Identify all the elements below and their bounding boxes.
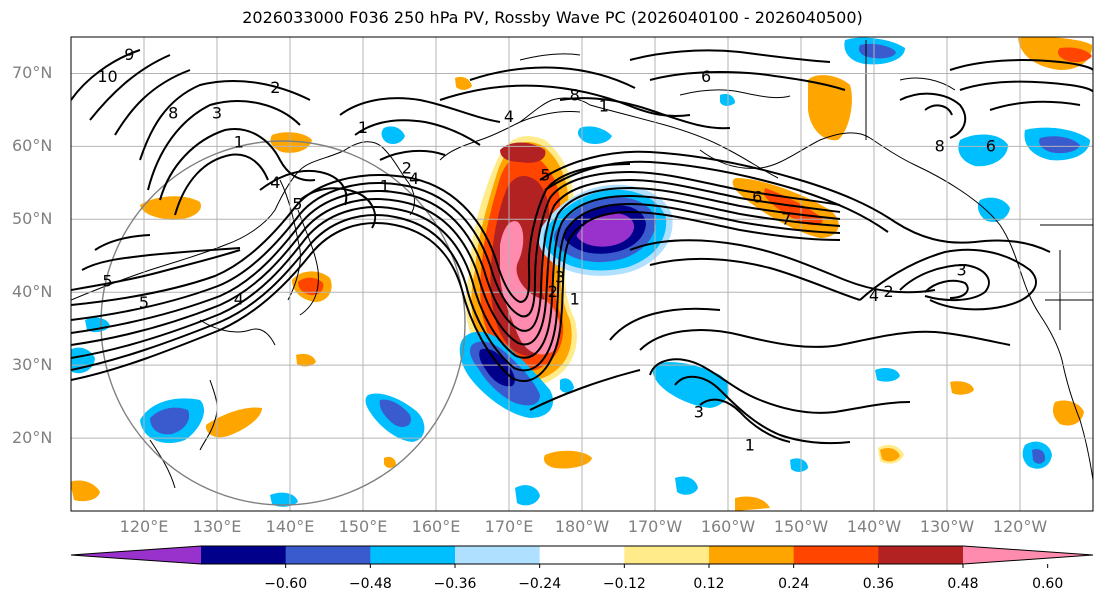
colorbar-segment [201, 546, 287, 564]
contour-label: 1 [234, 133, 244, 152]
colorbar-tick-label: 0.24 [778, 576, 810, 592]
colorbar-segment [539, 546, 625, 564]
chart-title: 2026033000 F036 250 hPa PV, Rossby Wave … [242, 8, 863, 27]
colorbar-segment [709, 546, 795, 564]
colorbar-tick-label: 0.60 [1032, 576, 1064, 592]
colorbar-extend-low [71, 546, 201, 564]
longitude-label: 160°W [700, 517, 756, 536]
longitude-label: 150°E [338, 517, 388, 536]
contour-label: 1 [358, 118, 368, 137]
longitude-label: 140°E [265, 517, 315, 536]
colorbar-tick-label: −0.24 [518, 576, 562, 592]
colorbar-tick-label: −0.48 [348, 576, 392, 592]
longitude-label: 150°W [773, 517, 829, 536]
colorbar [70, 545, 1094, 568]
contour-label: 3 [212, 104, 222, 123]
longitude-label: 140°W [846, 517, 902, 536]
contour-label: 1 [570, 290, 580, 309]
latitude-label: 30°N [12, 355, 53, 375]
latitude-label: 50°N [12, 209, 53, 229]
longitude-label: 180°W [554, 517, 610, 536]
colorbar-tick-label: −0.60 [264, 576, 308, 592]
colorbar-extend-high [963, 546, 1093, 564]
contour-label: 5 [139, 293, 149, 312]
contour-label: 8 [935, 136, 945, 155]
colorbar-tick-label: 0.48 [947, 576, 979, 592]
longitude-label: 130°W [919, 517, 975, 536]
colorbar-tick-label: −0.36 [433, 576, 477, 592]
colorbar-segment [624, 546, 710, 564]
colorbar-tick-label: 0.12 [693, 576, 725, 592]
contour-label: 7 [781, 209, 791, 228]
plot-frame [70, 36, 1094, 512]
longitude-label: 160°E [411, 517, 461, 536]
contour-label: 5 [102, 271, 112, 290]
contour-label: 5 [540, 166, 550, 185]
latitude-label: 40°N [12, 282, 53, 302]
colorbar-segment [370, 546, 456, 564]
contour-label: 1 [599, 96, 609, 115]
colorbar-tick-label: −0.12 [602, 576, 646, 592]
contour-label: 6 [752, 187, 762, 206]
contour-label: 8 [168, 104, 178, 123]
latitude-label: 70°N [12, 63, 53, 83]
contour-label: 3 [694, 403, 704, 422]
contour-label: 3 [555, 268, 565, 287]
colorbar-segment [285, 546, 371, 564]
colorbar-segment [455, 546, 541, 564]
colorbar-segment [878, 546, 964, 564]
contour-label: 4 [234, 290, 244, 309]
contour-label: 4 [869, 286, 879, 305]
contour-label: 3 [957, 260, 967, 279]
contour-label: 4 [409, 169, 419, 188]
contour-label: 2 [402, 158, 412, 177]
contour-label: 4 [504, 107, 514, 126]
longitude-label: 120°W [992, 517, 1048, 536]
contour-label: 1 [380, 176, 390, 195]
negative-anomaly-purple [576, 213, 635, 247]
colorbar-tick-label: 0.36 [862, 576, 894, 592]
contour-label: 5 [292, 195, 302, 214]
contour-label: 10 [97, 67, 117, 86]
longitude-label: 170°E [484, 517, 534, 536]
latitude-label: 20°N [12, 428, 53, 448]
contour-label: 2 [884, 282, 894, 301]
contour-label: 2 [548, 282, 558, 301]
longitude-label: 170°W [627, 517, 683, 536]
positive-anomaly-pink [499, 221, 561, 355]
contour-label: 1 [745, 435, 755, 454]
longitude-label: 120°E [119, 517, 169, 536]
contour-label: 9 [124, 45, 134, 64]
latitude-label: 60°N [12, 136, 53, 156]
colorbar-outline [70, 545, 1094, 565]
region-circle [100, 140, 466, 506]
contour-label: 8 [570, 85, 580, 104]
contour-label: 2 [270, 78, 280, 97]
longitude-label: 130°E [192, 517, 242, 536]
contour-label: 4 [270, 173, 280, 192]
colorbar-segment [793, 546, 879, 564]
contour-label: 6 [701, 67, 711, 86]
pv-contours [71, 49, 1093, 445]
contour-label: 6 [986, 136, 996, 155]
